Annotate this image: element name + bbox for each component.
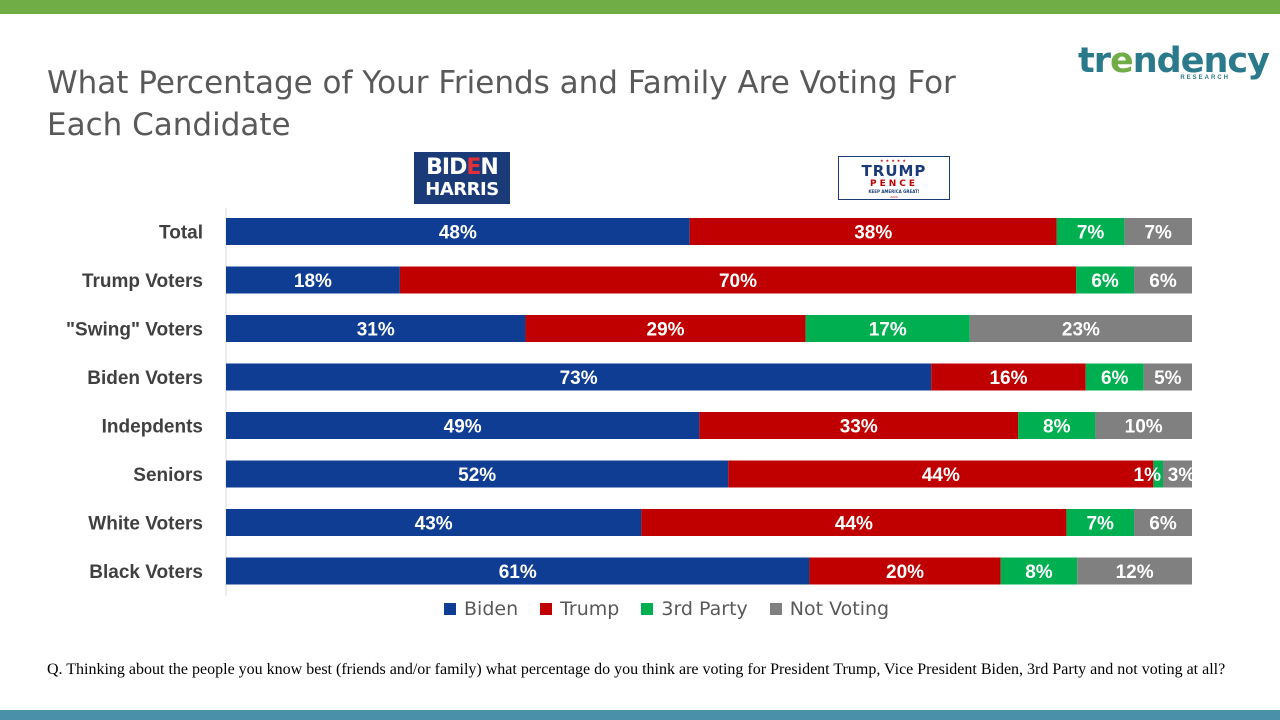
data-label: 6% [1149, 271, 1177, 292]
data-label: 44% [922, 465, 960, 486]
data-label: 5% [1154, 368, 1182, 389]
bar-segment [1124, 218, 1192, 245]
top-accent-band [0, 0, 1280, 14]
data-label: 73% [560, 368, 598, 389]
legend-label: Trump [560, 598, 620, 620]
bar-segment [1000, 557, 1078, 585]
bar-segment [1143, 363, 1192, 391]
data-label: 70% [719, 271, 757, 292]
bar-segment [1076, 266, 1135, 294]
category-label: Black Voters [89, 562, 203, 583]
bar-segment [226, 266, 400, 294]
legend-swatch [641, 603, 654, 615]
bar-segment [1134, 266, 1192, 294]
data-label: 3% [1168, 465, 1196, 486]
data-label: 6% [1149, 514, 1177, 535]
legend-swatch [769, 603, 782, 615]
bar-segment [1095, 412, 1192, 439]
data-label: 8% [1025, 562, 1053, 583]
legend-item: 3rd Party [641, 598, 748, 620]
legend-label: Not Voting [789, 598, 890, 620]
category-label: Biden Voters [87, 368, 203, 389]
data-label: 44% [835, 514, 873, 535]
legend-label: Biden [464, 598, 519, 620]
data-label: 61% [499, 562, 537, 583]
data-label: 7% [1086, 514, 1114, 535]
bar-segment [699, 412, 1019, 439]
bar-segment [226, 363, 932, 391]
data-label: 8% [1043, 417, 1071, 438]
data-label: 38% [854, 223, 892, 244]
legend-swatch [444, 603, 456, 615]
legend-item: Trump [540, 598, 619, 620]
category-label: Seniors [133, 465, 203, 486]
bar-segment [809, 557, 1001, 585]
bar-segment [226, 557, 810, 585]
data-label: 52% [458, 465, 496, 486]
data-label: 48% [439, 223, 477, 244]
data-label: 29% [647, 320, 685, 341]
chart-legend: Biden Trump 3rd Party Not Voting [444, 598, 889, 620]
bar-segment [969, 315, 1192, 342]
data-label: 18% [294, 271, 332, 292]
trump-pence-logo: ★★★★★ TRUMP PENCE KEEP AMERICA GREAT! 20… [838, 156, 950, 200]
legend-label: 3rd Party [661, 598, 748, 620]
data-label: 10% [1125, 417, 1163, 438]
data-label: 49% [444, 417, 482, 438]
data-label: 20% [886, 562, 924, 583]
survey-question-footnote: Q. Thinking about the people you know be… [47, 661, 1226, 678]
bar-segment [689, 218, 1057, 245]
stars-icon: ★★★★★ [880, 158, 908, 163]
data-label: 6% [1101, 368, 1129, 389]
bar-segment [641, 509, 1067, 536]
category-label: White Voters [88, 514, 203, 535]
bar-segment [525, 315, 806, 342]
bar-segment [1134, 509, 1192, 536]
bar-segment [728, 460, 1154, 488]
bar-segment [1153, 460, 1164, 488]
bar-segment [1085, 363, 1144, 391]
bar-segment [1018, 412, 1096, 439]
bar-segment [226, 460, 729, 488]
category-label: Total [159, 223, 203, 244]
data-label: 7% [1144, 223, 1172, 244]
data-label: 16% [989, 368, 1027, 389]
data-label: 6% [1091, 271, 1119, 292]
biden-harris-logo: BIDEN HARRIS [414, 152, 510, 204]
bar-segment [226, 509, 642, 536]
data-label: 7% [1077, 223, 1105, 244]
trendency-logo: trendency RESEARCH [1078, 41, 1270, 81]
data-label: 23% [1062, 320, 1100, 341]
data-label: 1% [1134, 465, 1162, 486]
bar-segment [226, 218, 690, 245]
bar-segment [1077, 557, 1192, 585]
legend-item: Not Voting [769, 598, 890, 620]
bottom-accent-band [0, 710, 1280, 720]
data-label: 31% [357, 320, 395, 341]
bar-segment [931, 363, 1086, 391]
bar-segment [1163, 460, 1192, 488]
bar-segment [226, 315, 526, 342]
legend-item: Biden [444, 598, 518, 620]
bar-segment [226, 412, 700, 439]
data-label: 12% [1116, 562, 1154, 583]
bar-segment [1056, 218, 1125, 245]
bar-segment [1066, 509, 1135, 536]
category-label: Indepdents [102, 417, 203, 438]
legend-swatch [540, 603, 553, 615]
data-label: 17% [869, 320, 907, 341]
bar-segment [399, 266, 1077, 294]
category-label: Trump Voters [82, 271, 203, 292]
bar-segment [805, 315, 970, 342]
category-label: "Swing" Voters [66, 320, 203, 341]
data-label: 33% [840, 417, 878, 438]
logo-tagline: RESEARCH [1180, 75, 1230, 81]
sun-icon: e [1110, 41, 1134, 81]
page-title: What Percentage of Your Friends and Fami… [47, 65, 956, 143]
data-label: 43% [415, 514, 453, 535]
